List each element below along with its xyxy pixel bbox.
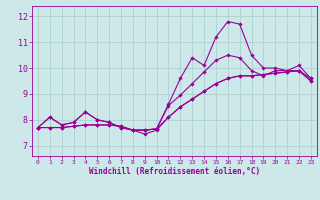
- X-axis label: Windchill (Refroidissement éolien,°C): Windchill (Refroidissement éolien,°C): [89, 167, 260, 176]
